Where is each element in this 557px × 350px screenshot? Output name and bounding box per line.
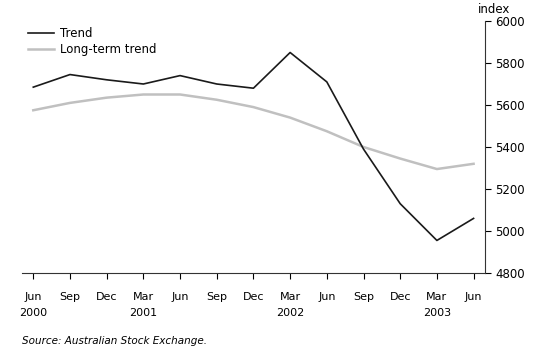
Trend bbox=[360, 147, 367, 151]
Text: Dec: Dec bbox=[96, 293, 118, 302]
Text: Jun: Jun bbox=[25, 293, 42, 302]
Text: 2001: 2001 bbox=[129, 308, 158, 318]
Trend bbox=[250, 86, 257, 90]
Text: 2002: 2002 bbox=[276, 308, 304, 318]
Trend bbox=[433, 238, 440, 243]
Long-term trend bbox=[287, 116, 294, 120]
Y-axis label: index: index bbox=[478, 3, 510, 16]
Long-term trend bbox=[140, 92, 146, 97]
Long-term trend bbox=[470, 162, 477, 166]
Text: Jun: Jun bbox=[318, 293, 335, 302]
Trend bbox=[287, 50, 294, 55]
Legend: Trend, Long-term trend: Trend, Long-term trend bbox=[28, 27, 157, 56]
Long-term trend bbox=[30, 108, 37, 112]
Long-term trend bbox=[67, 101, 74, 105]
Text: Dec: Dec bbox=[389, 293, 411, 302]
Long-term trend bbox=[397, 156, 403, 161]
Text: Mar: Mar bbox=[280, 293, 301, 302]
Text: Jun: Jun bbox=[172, 293, 189, 302]
Trend bbox=[30, 85, 37, 89]
Trend bbox=[140, 82, 146, 86]
Text: Sep: Sep bbox=[206, 293, 227, 302]
Trend bbox=[67, 72, 74, 77]
Long-term trend bbox=[250, 105, 257, 109]
Text: 2000: 2000 bbox=[19, 308, 47, 318]
Trend bbox=[324, 80, 330, 84]
Long-term trend bbox=[104, 96, 110, 100]
Long-term trend bbox=[177, 92, 183, 97]
Text: Jun: Jun bbox=[465, 293, 482, 302]
Trend bbox=[213, 82, 220, 86]
Long-term trend bbox=[213, 98, 220, 102]
Text: Source: Australian Stock Exchange.: Source: Australian Stock Exchange. bbox=[22, 336, 207, 346]
Trend bbox=[397, 202, 403, 206]
Text: Sep: Sep bbox=[353, 293, 374, 302]
Text: Mar: Mar bbox=[426, 293, 447, 302]
Text: Mar: Mar bbox=[133, 293, 154, 302]
Long-term trend bbox=[324, 129, 330, 133]
Text: Dec: Dec bbox=[243, 293, 264, 302]
Trend bbox=[104, 78, 110, 82]
Line: Long-term trend: Long-term trend bbox=[33, 94, 473, 169]
Trend bbox=[177, 74, 183, 78]
Text: 2003: 2003 bbox=[423, 308, 451, 318]
Long-term trend bbox=[360, 145, 367, 149]
Long-term trend bbox=[433, 167, 440, 171]
Text: Sep: Sep bbox=[60, 293, 80, 302]
Line: Trend: Trend bbox=[33, 52, 473, 240]
Trend bbox=[470, 216, 477, 221]
